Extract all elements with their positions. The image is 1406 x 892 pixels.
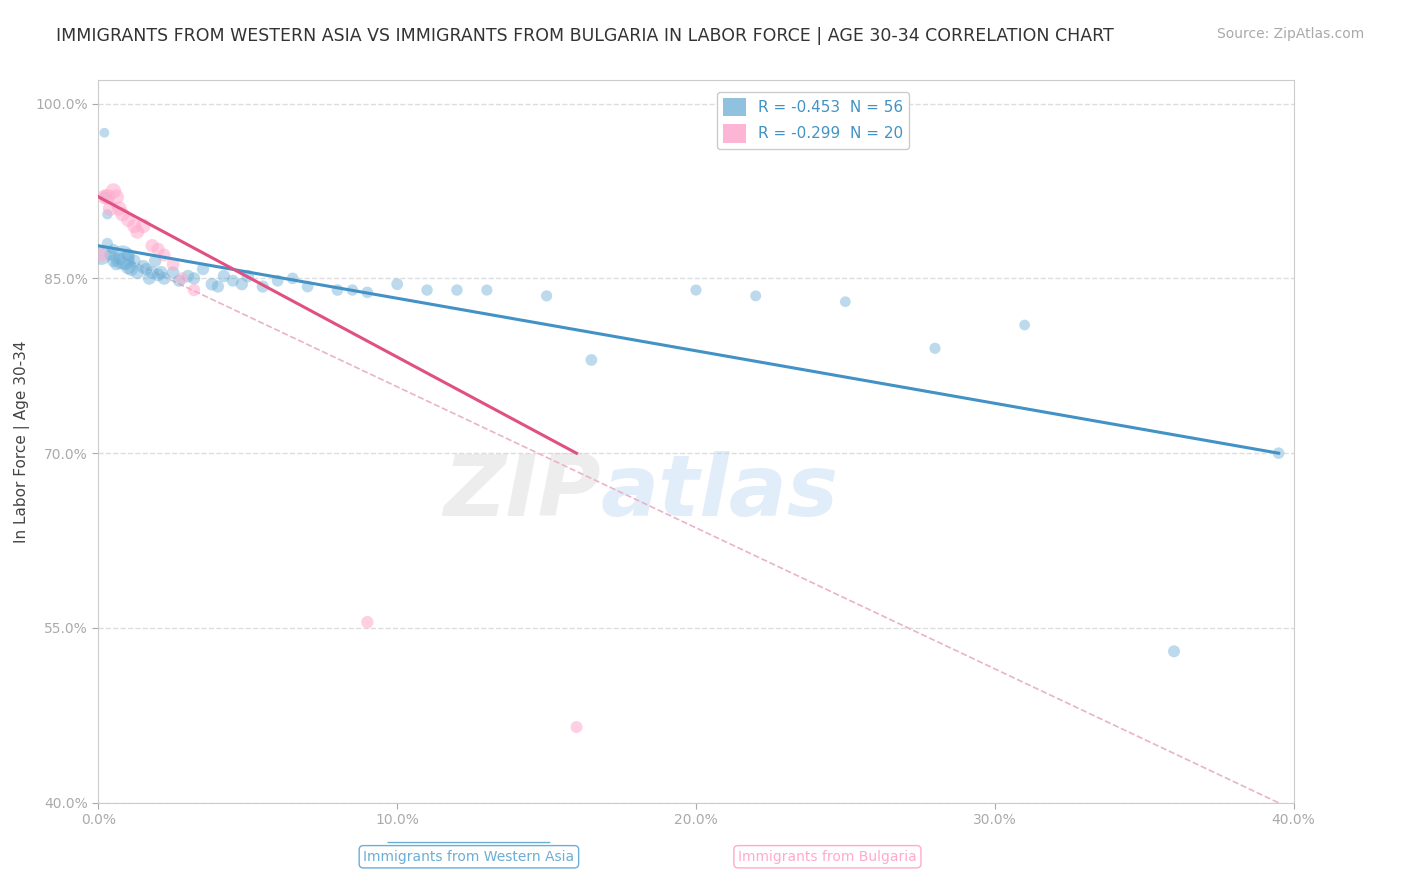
- Point: [834, 294, 856, 309]
- Point: [132, 260, 155, 274]
- Point: [108, 202, 131, 216]
- Point: [127, 266, 149, 280]
- Text: ZIP: ZIP: [443, 450, 600, 533]
- Point: [103, 254, 125, 268]
- Point: [222, 274, 245, 288]
- Point: [105, 257, 128, 271]
- Point: [385, 277, 409, 292]
- Text: Immigrants from Bulgaria: Immigrants from Bulgaria: [738, 850, 917, 863]
- Point: [281, 271, 304, 285]
- Point: [356, 615, 378, 630]
- Point: [297, 279, 319, 293]
- Point: [167, 274, 190, 288]
- Text: Source: ZipAtlas.com: Source: ZipAtlas.com: [1216, 27, 1364, 41]
- Point: [581, 353, 603, 368]
- Point: [93, 190, 115, 204]
- Point: [1014, 318, 1036, 332]
- Point: [236, 268, 259, 283]
- Point: [475, 283, 498, 297]
- Point: [127, 225, 149, 239]
- Point: [90, 248, 112, 262]
- Point: [342, 283, 364, 297]
- Point: [93, 190, 115, 204]
- Text: IMMIGRANTS FROM WESTERN ASIA VS IMMIGRANTS FROM BULGARIA IN LABOR FORCE | AGE 30: IMMIGRANTS FROM WESTERN ASIA VS IMMIGRAN…: [56, 27, 1114, 45]
- Point: [96, 207, 118, 221]
- Point: [90, 248, 112, 262]
- Point: [148, 268, 170, 282]
- Point: [172, 271, 194, 285]
- Y-axis label: In Labor Force | Age 30-34: In Labor Force | Age 30-34: [14, 340, 30, 543]
- Point: [108, 252, 131, 266]
- Point: [446, 283, 468, 297]
- Point: [96, 236, 118, 251]
- Point: [177, 268, 200, 283]
- Point: [745, 289, 768, 303]
- Point: [143, 254, 166, 268]
- Point: [117, 248, 139, 262]
- Text: atlas: atlas: [600, 450, 838, 533]
- Point: [114, 254, 136, 268]
- Point: [124, 219, 146, 233]
- Point: [120, 262, 142, 277]
- Point: [212, 268, 235, 283]
- Point: [536, 289, 558, 303]
- Point: [135, 262, 157, 277]
- Point: [231, 277, 253, 292]
- Point: [117, 260, 139, 274]
- Point: [1267, 446, 1289, 460]
- Point: [183, 283, 205, 297]
- Point: [416, 283, 439, 297]
- Point: [150, 266, 173, 280]
- Point: [201, 277, 224, 292]
- Point: [105, 190, 128, 204]
- Point: [98, 248, 122, 262]
- Point: [93, 126, 115, 140]
- Point: [141, 239, 163, 253]
- Point: [98, 202, 122, 216]
- Point: [111, 207, 134, 221]
- Point: [356, 285, 378, 300]
- Point: [148, 242, 170, 256]
- Point: [685, 283, 707, 297]
- Point: [103, 242, 125, 256]
- Point: [153, 248, 176, 262]
- Point: [267, 274, 290, 288]
- Point: [924, 341, 946, 355]
- Point: [138, 271, 160, 285]
- Point: [1163, 644, 1185, 658]
- Legend: R = -0.453  N = 56, R = -0.299  N = 20: R = -0.453 N = 56, R = -0.299 N = 20: [717, 92, 910, 149]
- Point: [252, 279, 274, 293]
- Point: [124, 254, 146, 268]
- Point: [153, 271, 176, 285]
- Point: [162, 257, 184, 271]
- Point: [207, 279, 229, 293]
- Point: [141, 266, 163, 280]
- Point: [96, 190, 118, 204]
- Point: [111, 251, 134, 265]
- Point: [191, 262, 214, 277]
- Text: Immigrants from Western Asia: Immigrants from Western Asia: [363, 850, 575, 863]
- Point: [565, 720, 588, 734]
- Point: [103, 184, 125, 198]
- Point: [117, 213, 139, 227]
- Point: [132, 219, 155, 233]
- Point: [326, 283, 349, 297]
- Point: [183, 271, 205, 285]
- Point: [162, 266, 184, 280]
